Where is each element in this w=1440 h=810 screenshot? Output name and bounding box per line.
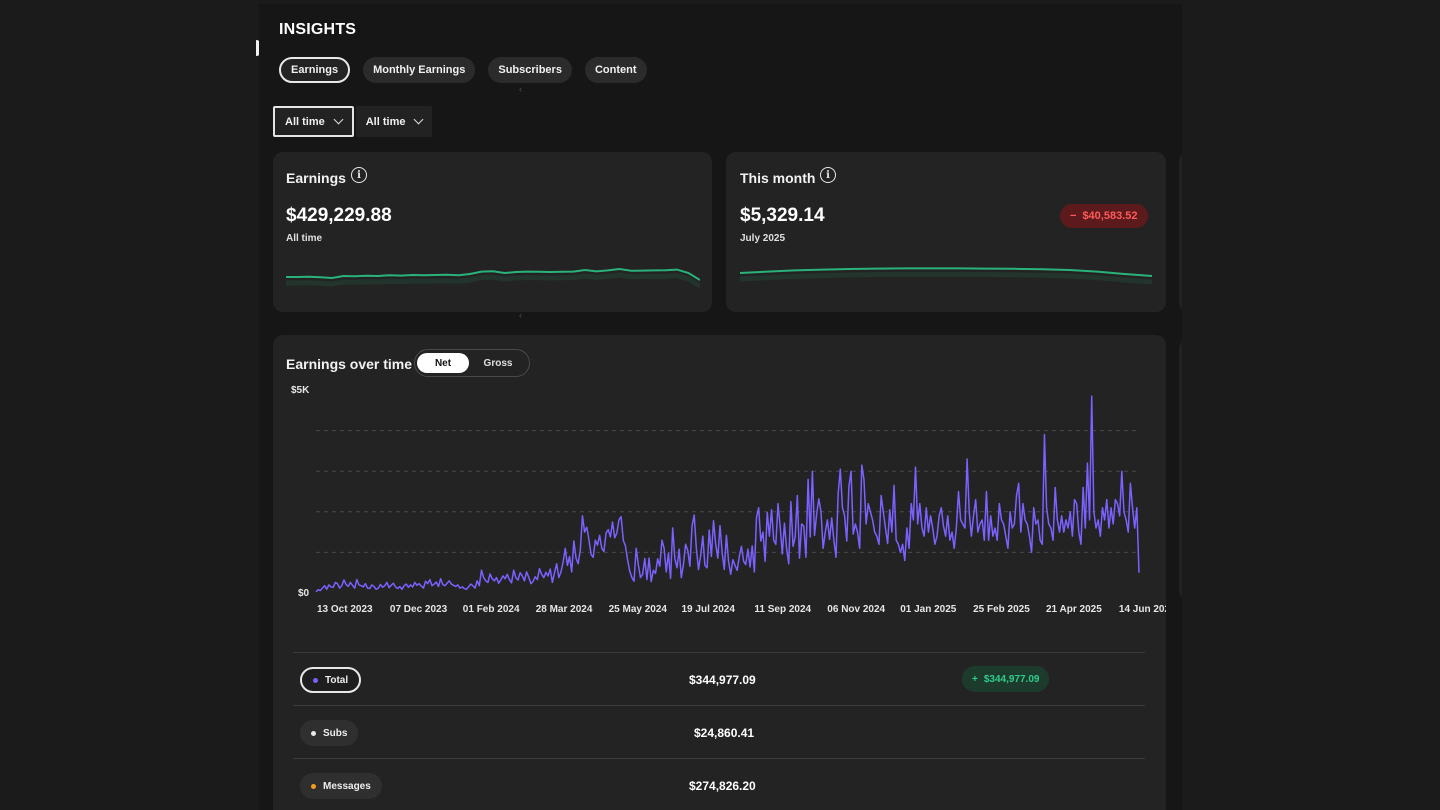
- info-icon[interactable]: i: [820, 167, 836, 183]
- subs-value: $24,860.41: [694, 725, 755, 740]
- earnings-card[interactable]: Earnings i $429,229.88 All time: [273, 152, 712, 312]
- section-title: Earnings over time: [286, 356, 413, 372]
- total-change-badge: + $344,977.09: [962, 666, 1050, 692]
- x-tick-label: 14 Jun 202: [1119, 604, 1166, 615]
- x-tick-label: 01 Jan 2025: [900, 604, 957, 615]
- info-icon[interactable]: i: [351, 167, 367, 183]
- x-tick-label: 01 Feb 2024: [463, 604, 520, 615]
- tab-content[interactable]: Content: [584, 57, 647, 83]
- earnings-sparkline: [286, 267, 700, 289]
- earnings-line-chart: $5K $0 13 Oct 2023 07 Dec 2023 01 Feb 2024 28…: [291, 385, 1166, 615]
- this-month-period: July 2025: [740, 233, 786, 244]
- compare-dropdown-label: All time: [365, 115, 406, 128]
- x-tick-label: 25 May 2024: [609, 604, 668, 615]
- earnings-period: All time: [286, 233, 323, 244]
- sparkline-shadow: [286, 272, 700, 289]
- filter-bar: All time All time: [273, 106, 433, 137]
- breakdown-row-subs[interactable]: Subs $24,860.41: [293, 705, 1145, 758]
- period-dropdown-label: All time: [285, 115, 325, 128]
- messages-value: $274,826.20: [689, 778, 756, 793]
- card-title: This month: [740, 170, 816, 186]
- series-dot: [311, 783, 316, 789]
- earnings-total: $429,229.88: [286, 205, 392, 226]
- earnings-series-line: [315, 395, 1140, 593]
- x-tick-label: 07 Dec 2023: [390, 604, 448, 615]
- chevron-down-icon: [333, 114, 344, 125]
- x-tick-label: 11 Sep 2024: [754, 604, 811, 615]
- tab-earnings[interactable]: Earnings: [279, 57, 351, 83]
- tab-monthly-earnings[interactable]: Monthly Earnings: [363, 57, 476, 83]
- sparkline-path: [740, 267, 1152, 277]
- breakdown-list: Total $344,977.09 + $344,977.09 Subs $24…: [293, 652, 1145, 810]
- total-change-value: $344,977.09: [983, 673, 1040, 685]
- period-dropdown[interactable]: All time: [273, 106, 354, 137]
- this-month-value: $5,329.14: [740, 205, 825, 226]
- chevron-left-icon: ‹: [519, 84, 522, 94]
- page-title: INSIGHTS: [279, 21, 357, 38]
- toggle-gross[interactable]: Gross: [483, 357, 513, 369]
- earnings-over-time-card: Earnings over time Net Gross $5K $0 13 Oct…: [273, 335, 1166, 810]
- next-card-peek: [1179, 152, 1182, 312]
- total-label: Total: [325, 674, 349, 686]
- compare-dropdown[interactable]: All time: [355, 106, 433, 137]
- series-dot: [311, 730, 316, 736]
- x-tick-label: 25 Feb 2025: [973, 604, 1030, 615]
- card-title: Earnings: [286, 170, 346, 186]
- chevron-down-icon: [414, 114, 424, 125]
- change-badge: − $40,583.52: [1060, 204, 1148, 228]
- breakdown-row-total[interactable]: Total $344,977.09 + $344,977.09: [293, 652, 1145, 705]
- side-panel-peek: [1179, 339, 1182, 601]
- sparkline-shadow: [740, 271, 1152, 285]
- messages-pill[interactable]: Messages: [300, 773, 382, 799]
- tab-subscribers[interactable]: Subscribers: [488, 57, 572, 83]
- chevron-left-icon: ‹: [519, 310, 522, 320]
- x-tick-label: 21 Apr 2025: [1046, 604, 1102, 615]
- total-value: $344,977.09: [689, 672, 756, 687]
- insights-panel: ‹ ‹ INSIGHTS Earnings Monthly Earnings S…: [259, 4, 1182, 810]
- subs-label: Subs: [323, 727, 348, 739]
- y-tick-label: $0: [298, 588, 310, 599]
- x-tick-label: 13 Oct 2023: [317, 604, 373, 615]
- toggle-net[interactable]: Net: [417, 353, 469, 373]
- y-tick-label: $5K: [291, 385, 310, 396]
- this-month-sparkline: [740, 267, 1152, 285]
- messages-label: Messages: [323, 780, 371, 792]
- series-dot: [313, 677, 318, 683]
- subs-pill[interactable]: Subs: [300, 720, 359, 746]
- breakdown-row-messages[interactable]: Messages $274,826.20: [293, 758, 1145, 810]
- net-gross-toggle[interactable]: Net Gross: [414, 349, 530, 377]
- this-month-card[interactable]: This month i $5,329.14 July 2025 − $40,5…: [726, 152, 1166, 312]
- x-tick-label: 28 Mar 2024: [536, 604, 593, 615]
- total-pill[interactable]: Total: [300, 667, 362, 693]
- sparkline-path: [286, 267, 700, 281]
- minus-icon: −: [1070, 210, 1077, 222]
- x-tick-label: 19 Jul 2024: [682, 604, 736, 615]
- tab-bar: Earnings Monthly Earnings Subscribers Co…: [279, 57, 647, 83]
- x-tick-label: 06 Nov 2024: [827, 604, 885, 615]
- plus-icon: +: [972, 673, 978, 685]
- change-value: $40,583.52: [1082, 210, 1138, 222]
